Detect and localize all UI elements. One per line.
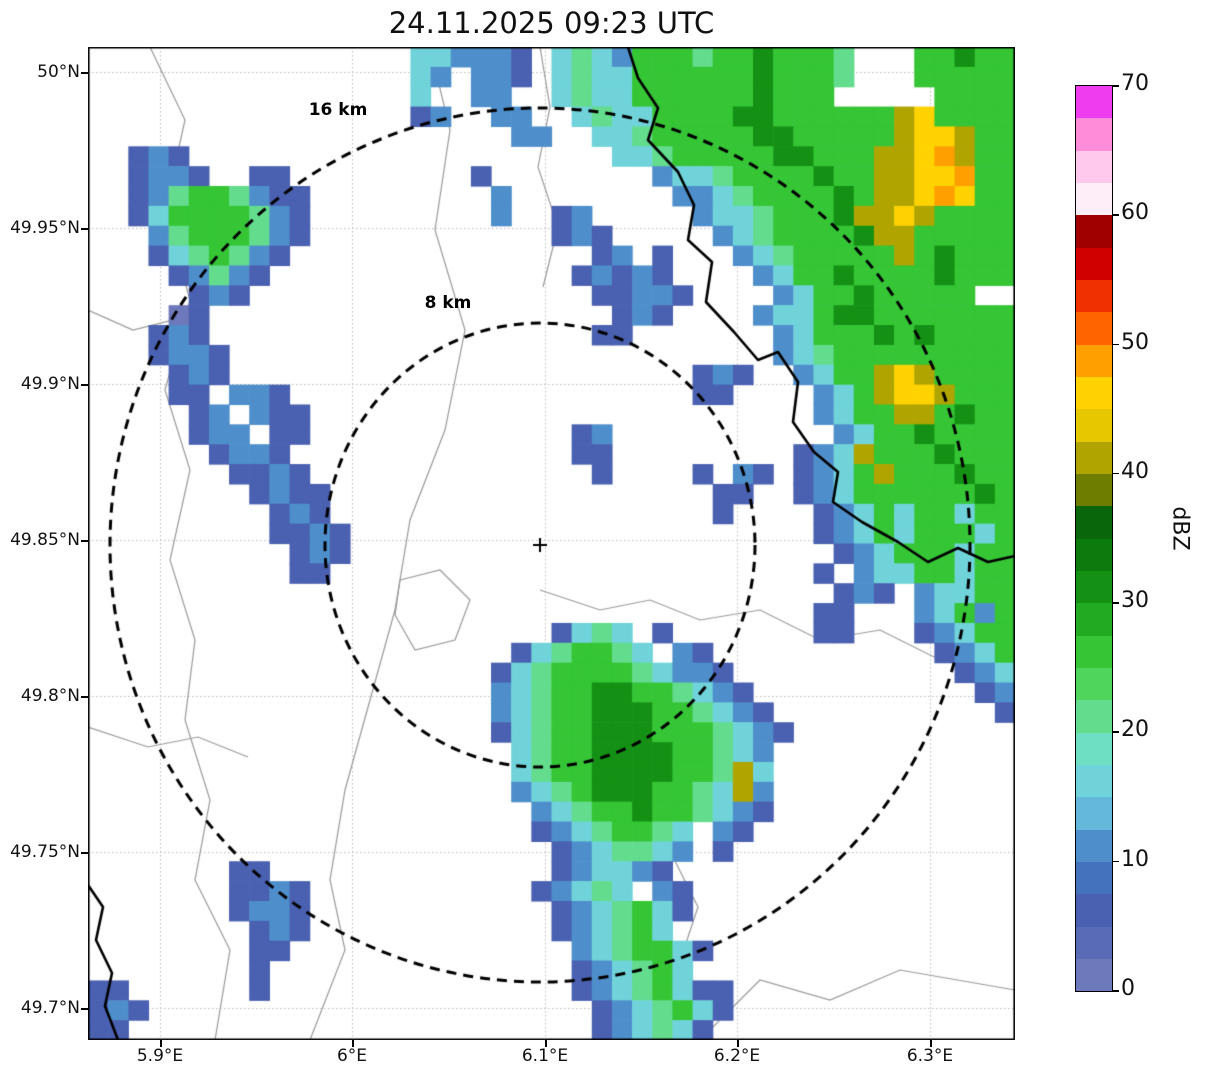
colorbar-segment bbox=[1076, 958, 1112, 992]
colorbar-segment bbox=[1076, 182, 1112, 216]
colorbar-segment bbox=[1076, 732, 1112, 765]
colorbar-segment bbox=[1076, 441, 1112, 474]
colorbar-tick-label: 0 bbox=[1121, 976, 1135, 1001]
colorbar-segment bbox=[1076, 894, 1112, 927]
y-axis-tick-mark bbox=[81, 228, 88, 230]
colorbar-segment bbox=[1076, 86, 1112, 119]
colorbar-segment bbox=[1076, 570, 1112, 604]
radar-map-canvas bbox=[88, 47, 1015, 1040]
y-tick-label: 49.85°N bbox=[10, 530, 80, 550]
colorbar-segment bbox=[1076, 603, 1112, 636]
colorbar-segment bbox=[1076, 635, 1112, 668]
colorbar-tick-mark bbox=[1113, 343, 1119, 346]
x-axis-tick-mark bbox=[930, 1040, 932, 1047]
colorbar-tick-label: 20 bbox=[1121, 717, 1149, 743]
x-tick-label: 5.9°E bbox=[136, 1046, 184, 1066]
colorbar-segment bbox=[1076, 215, 1112, 248]
chart-title: 24.11.2025 09:23 UTC bbox=[388, 6, 715, 40]
y-tick-label: 49.75°N bbox=[10, 842, 80, 862]
colorbar-segment bbox=[1076, 473, 1112, 507]
x-tick-label: 6°E bbox=[336, 1046, 368, 1066]
colorbar-segment bbox=[1076, 376, 1112, 410]
colorbar-tick-mark bbox=[1113, 860, 1119, 863]
colorbar-tick-mark bbox=[1113, 472, 1119, 475]
y-tick-label: 49.95°N bbox=[10, 218, 80, 238]
colorbar-tick-label: 30 bbox=[1121, 588, 1149, 614]
colorbar-segment bbox=[1076, 700, 1112, 733]
colorbar-tick-mark bbox=[1113, 731, 1119, 733]
colorbar-segment bbox=[1076, 118, 1112, 151]
colorbar bbox=[1075, 85, 1113, 992]
colorbar-segment bbox=[1076, 344, 1112, 377]
colorbar-tick-label: 10 bbox=[1121, 846, 1149, 872]
colorbar-tick-label: 70 bbox=[1121, 71, 1149, 96]
x-tick-label: 6.1°E bbox=[521, 1046, 569, 1066]
colorbar-segment bbox=[1076, 797, 1112, 830]
y-tick-label: 49.7°N bbox=[20, 998, 80, 1018]
y-axis-tick-mark bbox=[81, 696, 88, 698]
colorbar-tick-label: 50 bbox=[1121, 329, 1149, 355]
radar-plot-area: 16 km 8 km bbox=[88, 47, 1015, 1040]
x-axis-tick-mark bbox=[352, 1040, 354, 1047]
colorbar-tick-label: 60 bbox=[1121, 200, 1149, 226]
y-axis-tick-mark bbox=[81, 384, 88, 386]
colorbar-segment bbox=[1076, 312, 1112, 345]
colorbar-segment bbox=[1076, 279, 1112, 313]
x-tick-label: 6.3°E bbox=[906, 1046, 954, 1066]
colorbar-segment bbox=[1076, 247, 1112, 280]
colorbar-tick-mark bbox=[1113, 85, 1119, 87]
colorbar-tick-mark bbox=[1113, 990, 1119, 992]
y-axis-tick-mark bbox=[81, 72, 88, 74]
colorbar-segment bbox=[1076, 538, 1112, 571]
colorbar-segment bbox=[1076, 861, 1112, 895]
colorbar-segment bbox=[1076, 926, 1112, 959]
y-axis-tick-mark bbox=[81, 852, 88, 854]
colorbar-unit-label: dBZ bbox=[1167, 506, 1193, 551]
range-ring-label-8km: 8 km bbox=[424, 293, 472, 313]
colorbar-tick-mark bbox=[1113, 214, 1119, 216]
colorbar-segment bbox=[1076, 667, 1112, 701]
colorbar-tick-mark bbox=[1113, 602, 1119, 604]
colorbar-segment bbox=[1076, 150, 1112, 183]
colorbar-segment bbox=[1076, 409, 1112, 442]
y-axis-tick-mark bbox=[81, 1008, 88, 1010]
y-tick-label: 49.9°N bbox=[20, 374, 80, 394]
x-axis-tick-mark bbox=[160, 1040, 162, 1047]
x-axis-tick-mark bbox=[545, 1040, 547, 1047]
y-tick-label: 50°N bbox=[37, 62, 80, 82]
colorbar-tick-label: 40 bbox=[1121, 458, 1149, 484]
y-tick-label: 49.8°N bbox=[20, 686, 80, 706]
colorbar-segment bbox=[1076, 506, 1112, 539]
x-axis-tick-mark bbox=[737, 1040, 739, 1047]
colorbar-segment bbox=[1076, 829, 1112, 862]
y-axis-tick-mark bbox=[81, 540, 88, 542]
x-tick-label: 6.2°E bbox=[713, 1046, 761, 1066]
range-ring-label-16km: 16 km bbox=[308, 100, 368, 120]
colorbar-segment bbox=[1076, 764, 1112, 798]
